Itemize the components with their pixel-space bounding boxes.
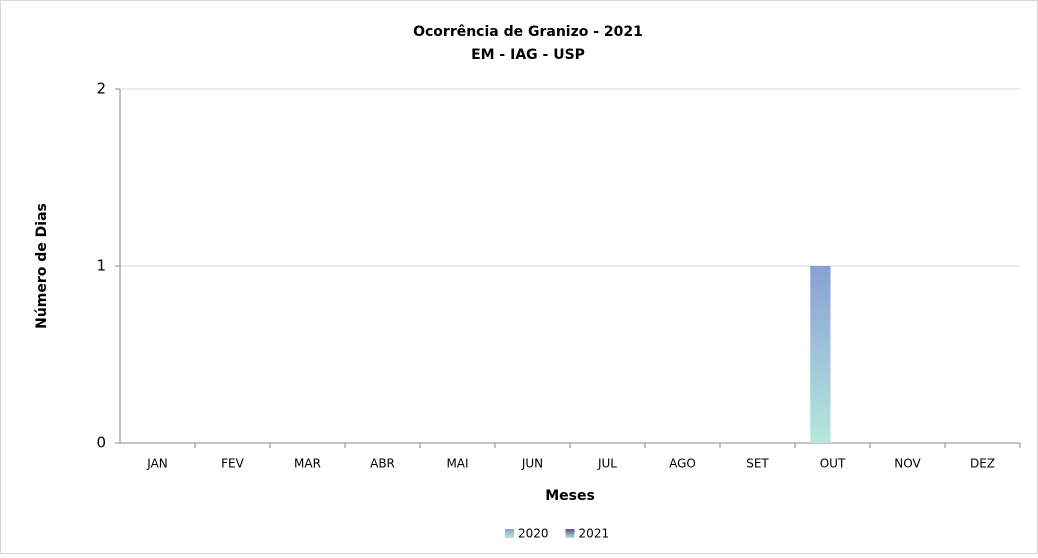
y-tick-label: 1 bbox=[96, 257, 106, 275]
x-tick-label: ABR bbox=[370, 457, 395, 471]
chart-title: Ocorrência de Granizo - 2021 bbox=[413, 24, 643, 40]
x-tick-label: AGO bbox=[669, 457, 696, 471]
x-tick-label: JUN bbox=[521, 457, 543, 471]
x-axis-title: Meses bbox=[545, 488, 595, 504]
x-tick-label: JAN bbox=[146, 457, 168, 471]
x-tick-label: MAR bbox=[294, 457, 321, 471]
legend-label: 2021 bbox=[579, 527, 610, 541]
x-tick-label: FEV bbox=[221, 457, 244, 471]
x-tick-label: SET bbox=[746, 457, 769, 471]
y-tick-label: 0 bbox=[96, 434, 106, 452]
legend-swatch bbox=[505, 529, 514, 538]
x-tick-label: DEZ bbox=[970, 457, 995, 471]
x-tick-label: NOV bbox=[894, 457, 921, 471]
legend-label: 2020 bbox=[518, 527, 549, 541]
y-tick-label: 2 bbox=[96, 80, 106, 98]
y-axis-title: Número de Dias bbox=[34, 203, 50, 329]
x-tick-label: OUT bbox=[820, 457, 846, 471]
x-tick-label: MAI bbox=[446, 457, 468, 471]
x-tick-label: JUL bbox=[597, 457, 617, 471]
chart-subtitle: EM - IAG - USP bbox=[471, 47, 585, 63]
legend-swatch bbox=[565, 529, 575, 538]
bar bbox=[810, 266, 831, 443]
